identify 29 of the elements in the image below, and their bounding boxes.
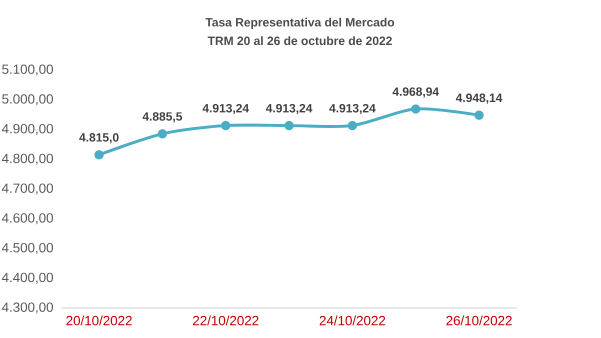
point — [474, 110, 484, 120]
y-tick-label: 4.400,00 — [2, 272, 53, 284]
y-tick-label: 4.700,00 — [2, 183, 53, 195]
data-label: 4.948,14 — [456, 94, 502, 104]
y-tick-label: 4.300,00 — [2, 302, 53, 314]
y-tick-label: 4.600,00 — [2, 213, 53, 224]
point — [411, 104, 420, 114]
y-tick-label: 4.800,00 — [2, 154, 53, 165]
y-tick-label: 4.900,00 — [2, 124, 53, 136]
chart-subtitle: TRM 20 al 26 de octubre de 2022 — [208, 36, 392, 46]
data-label: 4.913,24 — [202, 104, 250, 114]
data-label: 4.815,0 — [79, 133, 119, 144]
y-tick-label: 4.500,00 — [2, 242, 53, 254]
point — [348, 120, 358, 130]
point — [94, 150, 104, 160]
data-label: 4.913,24 — [266, 104, 312, 114]
point — [284, 120, 294, 130]
point — [158, 129, 168, 138]
data-label: 4.913,24 — [329, 104, 376, 114]
x-tick-label: 26/10/2022 — [446, 316, 512, 326]
point — [221, 120, 230, 130]
chart-title: Tasa Representativa del Mercado — [206, 18, 394, 29]
data-label: 4.968,94 — [392, 87, 440, 98]
x-tick-label: 22/10/2022 — [193, 316, 258, 326]
y-tick-label: 5.100,00 — [2, 64, 53, 76]
y-tick-label: 5.000,00 — [2, 94, 53, 106]
x-tick-label: 24/10/2022 — [320, 316, 386, 326]
x-tick-label: 20/10/2022 — [66, 316, 132, 326]
data-label: 4.885,5 — [142, 112, 182, 122]
